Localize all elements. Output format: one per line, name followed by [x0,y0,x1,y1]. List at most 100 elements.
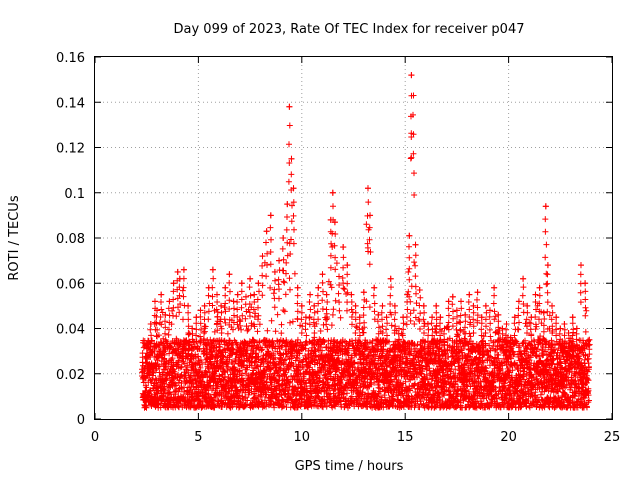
roti-point [453,307,460,314]
roti-point [536,284,543,291]
roti-point [400,314,407,321]
x-tick-label: 10 [294,430,311,445]
roti-point [406,232,413,239]
roti-point [170,280,177,287]
roti-point [352,302,359,309]
roti-point [259,253,266,260]
roti-point [404,291,411,298]
roti-point [486,307,493,314]
roti-point [491,284,498,291]
roti-point [410,92,417,99]
roti-point [323,291,330,298]
roti-point [470,302,477,309]
roti-point [495,311,502,318]
roti-point [356,314,363,321]
roti-point [174,268,181,275]
roti-point [561,320,568,327]
y-tick-label: 0.12 [56,142,85,157]
x-tick-label: 5 [194,430,202,445]
roti-point [327,216,334,223]
y-tick-label: 0.08 [56,232,85,247]
roti-point [284,201,291,208]
roti-cloud-marks [139,72,593,411]
y-tick-label: 0.14 [56,96,85,111]
roti-point [143,341,150,348]
x-tick-label: 0 [91,430,99,445]
roti-point [267,212,274,219]
roti-point [147,320,154,327]
roti-point [520,275,527,282]
roti-point [280,235,287,241]
roti-point [139,359,146,366]
roti-point [234,291,241,298]
roti-point [433,302,440,309]
roti-point [276,257,283,264]
roti-point [544,262,551,269]
roti-point [577,262,584,269]
roti-point [193,314,200,321]
roti-point [331,219,338,226]
roti-point [478,314,485,321]
x-tick-label: 20 [500,430,517,445]
roti-point [176,275,183,282]
axis-ticks [94,56,613,420]
y-tick-label: 0 [77,413,85,428]
roti-point [474,289,481,296]
roti-point [319,271,326,278]
roti-point [311,302,318,309]
roti-point [290,185,297,192]
roti-point [218,302,225,309]
roti-point [286,103,293,110]
roti-point [205,284,212,291]
roti-point [507,334,514,341]
roti-point [162,311,169,318]
plot-frame [94,56,613,420]
roti-point [542,203,549,210]
roti-point [429,314,436,321]
roti-point [230,298,237,305]
roti-point [315,284,322,291]
roti-point [288,155,295,162]
roti-point [499,325,506,332]
roti-point [180,266,187,273]
roti-point [189,325,196,332]
roti-point [540,309,547,316]
roti-point [466,291,473,298]
roti-point [515,298,522,305]
roti-point [445,298,452,305]
roti-point [528,314,535,321]
roti-point [391,302,398,309]
roti-point [387,275,394,282]
roti-point [565,330,572,337]
roti-point [408,72,415,79]
roti-point [375,311,382,318]
roti-point [251,291,258,298]
roti-point [151,298,158,305]
roti-point [503,320,510,327]
y-tick-label: 0.06 [56,277,85,292]
roti-point [586,336,593,343]
roti-point [214,291,221,298]
roti-point [201,302,208,309]
roti-point [271,268,278,275]
y-tick-label: 0.04 [56,323,85,338]
roti-point [329,189,336,196]
roti-point [383,314,390,321]
roti-point [458,298,465,305]
roti-point [420,302,427,309]
y-axis-label: ROTI / TECUs [7,195,22,280]
roti-point [247,275,254,282]
roti-point [158,291,165,298]
roti-point [441,325,448,332]
roti-point [166,298,173,305]
roti-point [371,284,378,291]
roti-point [412,241,419,248]
roti-point [302,314,309,321]
data-points [139,72,593,411]
roti-point [255,280,262,287]
roti-point [238,280,245,287]
roti-point [482,302,489,309]
roti-point [449,293,456,300]
roti-point [344,262,351,269]
